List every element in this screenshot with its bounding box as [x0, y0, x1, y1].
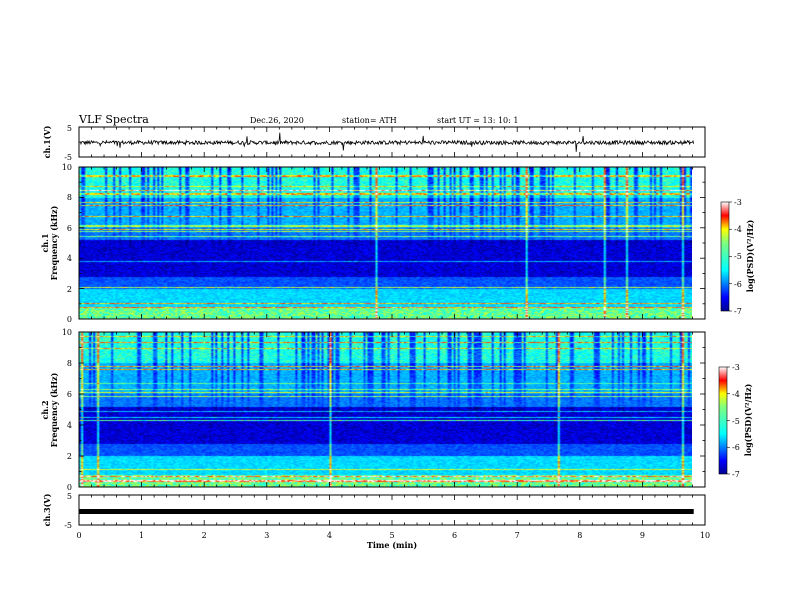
ch3-waveform-panel: 5 -5 ch.3(V) 0 1 2 3 4 5 6 7 8 9 10 Time… [42, 492, 710, 550]
xtick-1: 1 [139, 531, 144, 540]
xtick-0: 0 [76, 531, 81, 540]
ch1-colorbar-label: log(PSD)(V²/Hz) [745, 220, 755, 293]
xtick-10: 10 [700, 531, 710, 540]
ch1-spec-ytick-0: 0 [67, 315, 72, 324]
xtick-9: 9 [640, 531, 645, 540]
ch2-spectrogram-ylabel-line2: Frequency (kHz) [49, 372, 59, 447]
ch1-waveform-ylabel: ch.1(V) [42, 125, 52, 158]
ch1-spectrogram-ylabel-line1: ch.1 [40, 233, 50, 252]
ch1-spectrogram-ylabel-line2: Frequency (kHz) [49, 205, 59, 280]
ch2-cb-tick-m5: -5 [732, 417, 740, 426]
ch2-spec-ytick-2: 2 [67, 452, 72, 461]
ch3-waveform-ticks [78, 495, 706, 525]
ch2-colorbar-label: log(PSD)(V²/Hz) [743, 384, 753, 457]
figure-title: VLF Spectra [78, 113, 149, 126]
ch2-spec-ytick-0: 0 [67, 483, 72, 492]
x-axis-tick-labels: 0 1 2 3 4 5 6 7 8 9 10 [76, 531, 710, 540]
ch2-colorbar [718, 366, 728, 475]
ch2-spectrogram-image [79, 332, 692, 487]
ch1-spectrogram-ticks [78, 166, 706, 320]
xtick-6: 6 [452, 531, 457, 540]
ch1-colorbar-ticks [729, 201, 732, 312]
ch1-waveform-trace [78, 132, 695, 152]
ch1-cb-tick-m6: -6 [734, 280, 742, 289]
ch1-cb-tick-m7: -7 [734, 307, 742, 316]
date-label: Dec.26, 2020 [250, 116, 304, 125]
station-label: station= ATH [342, 116, 397, 125]
ch2-spec-ytick-6: 6 [67, 390, 72, 399]
xtick-8: 8 [577, 531, 582, 540]
ch1-waveform-ticks [78, 127, 706, 157]
ch3-waveform-ylabel: ch.3(V) [42, 493, 52, 526]
ch1-cb-tick-m3: -3 [734, 198, 742, 207]
ch1-spec-ytick-2: 2 [67, 285, 72, 294]
ch1-waveform-panel: 5 -5 ch.1(V) [42, 124, 706, 162]
ch1-cb-tick-m4: -4 [734, 225, 742, 234]
ch1-ytick-top: 5 [67, 124, 72, 133]
ch3-ytick-top: 5 [67, 492, 72, 501]
ch1-spec-ytick-6: 6 [67, 224, 72, 233]
xtick-5: 5 [389, 531, 394, 540]
ch3-ytick-bottom: -5 [64, 521, 72, 530]
ch1-cb-tick-m5: -5 [734, 252, 742, 261]
ch2-cb-tick-m6: -6 [732, 443, 740, 452]
ch1-spec-ytick-4: 4 [67, 254, 72, 263]
ch2-spectrogram-ticks [78, 331, 706, 488]
xtick-7: 7 [515, 531, 520, 540]
ch2-spectrogram-yticks: 10 8 6 4 2 0 [62, 328, 72, 492]
ch2-spec-ytick-8: 8 [67, 359, 72, 368]
ch2-spectrogram-ylabel-line1: ch.2 [40, 400, 50, 419]
ch1-spec-ytick-8: 8 [67, 193, 72, 202]
ch3-waveform-trace [79, 509, 694, 514]
x-axis-label: Time (min) [367, 540, 417, 550]
ch2-cb-tick-m3: -3 [732, 363, 740, 372]
ch2-cb-tick-m7: -7 [732, 470, 740, 479]
ch2-spec-ytick-4: 4 [67, 421, 72, 430]
xtick-2: 2 [202, 531, 207, 540]
ch2-spec-ytick-10: 10 [62, 328, 72, 337]
ch1-colorbar [720, 201, 730, 312]
ch1-spec-ytick-10: 10 [62, 163, 72, 172]
ch2-colorbar-ticks [727, 366, 730, 475]
ch1-ytick-bottom: -5 [64, 153, 72, 162]
ch2-cb-tick-m4: -4 [732, 390, 740, 399]
start-time-label: start UT = 13: 10: 1 [437, 116, 518, 125]
ch2-spectrogram-panel: 10 8 6 4 2 0 ch.2 Frequency (kHz) -3 -4 … [40, 328, 753, 492]
ch1-spectrogram-panel: 10 8 6 4 2 0 ch.1 Frequency (kHz) -3 -4 … [40, 163, 755, 324]
xtick-4: 4 [327, 531, 332, 540]
xtick-3: 3 [264, 531, 269, 540]
ch1-spectrogram-image [79, 167, 692, 319]
ch1-spectrogram-yticks: 10 8 6 4 2 0 [62, 163, 72, 324]
